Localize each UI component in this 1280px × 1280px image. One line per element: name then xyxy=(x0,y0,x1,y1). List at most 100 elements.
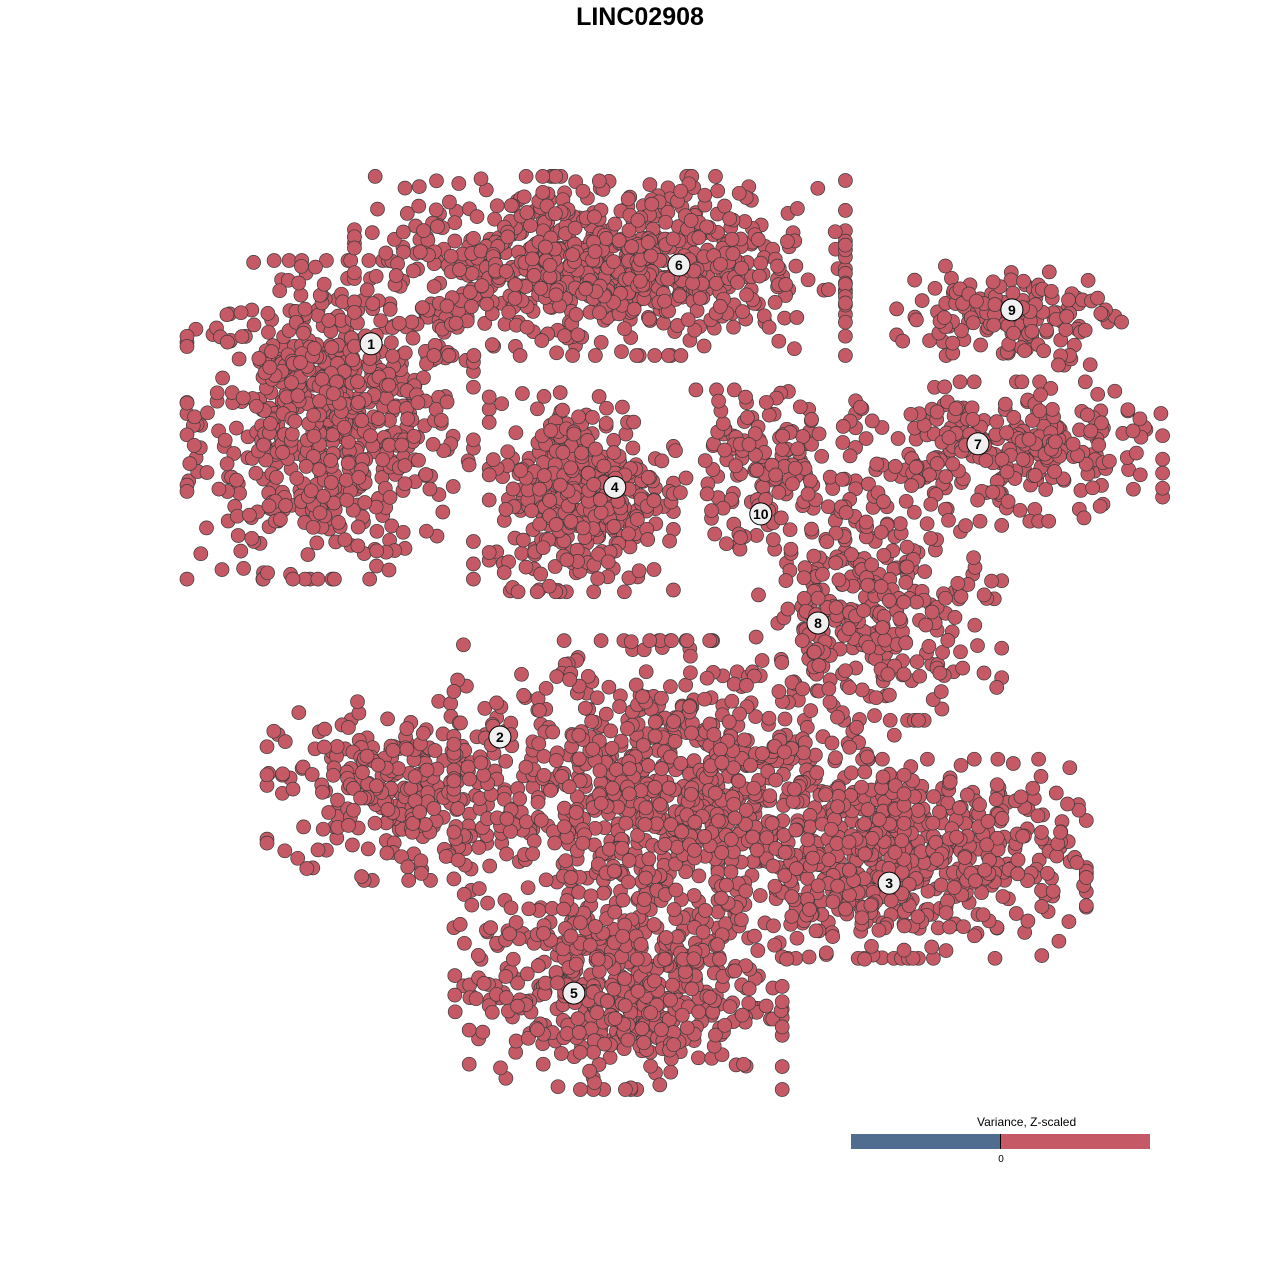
cell-point xyxy=(568,307,584,322)
cell-point xyxy=(761,407,777,423)
cell-point xyxy=(568,805,584,820)
cell-point xyxy=(787,460,803,476)
cell-point xyxy=(856,603,871,618)
cell-point xyxy=(775,428,790,444)
cell-point xyxy=(988,792,1004,807)
cell-point xyxy=(711,393,726,409)
cell-point xyxy=(864,938,879,954)
cell-point xyxy=(898,635,914,651)
cell-point xyxy=(691,230,707,245)
cell-point xyxy=(561,779,577,795)
cell-point xyxy=(587,209,602,225)
cell-point xyxy=(810,180,826,196)
cell-point xyxy=(285,571,301,587)
cell-point xyxy=(456,637,471,653)
cell-point xyxy=(838,663,853,679)
cell-point xyxy=(750,232,766,247)
cell-point xyxy=(777,845,793,860)
cell-point xyxy=(636,1035,652,1051)
cell-point xyxy=(787,781,802,797)
cell-point xyxy=(790,201,805,216)
cell-point xyxy=(804,412,819,427)
cell-point xyxy=(707,526,723,542)
cell-point xyxy=(466,230,481,246)
cell-point xyxy=(370,201,385,217)
cell-point xyxy=(327,571,342,587)
cell-point xyxy=(233,305,249,321)
cell-point xyxy=(695,924,711,940)
cell-point xyxy=(261,498,277,514)
cell-point xyxy=(873,579,889,594)
cell-point xyxy=(806,644,822,660)
cell-point xyxy=(391,315,407,331)
cell-point xyxy=(733,530,748,545)
cell-point xyxy=(379,845,395,861)
cell-point xyxy=(780,601,796,617)
cell-point xyxy=(623,634,639,650)
cell-point xyxy=(365,296,381,311)
cell-point xyxy=(345,352,360,368)
cell-point xyxy=(446,736,462,752)
cell-point xyxy=(1032,403,1048,419)
cell-point xyxy=(730,275,745,290)
cell-point xyxy=(830,709,845,725)
cell-point xyxy=(395,524,411,540)
cell-point xyxy=(1091,437,1107,453)
cell-point xyxy=(1132,411,1148,427)
cell-point xyxy=(461,1056,477,1072)
cell-point xyxy=(827,224,843,240)
cell-point xyxy=(1015,451,1031,467)
cell-point xyxy=(536,468,552,483)
cell-point xyxy=(341,818,356,833)
cell-point xyxy=(617,971,632,986)
cell-point xyxy=(557,328,572,344)
cell-point xyxy=(607,904,623,920)
cell-point xyxy=(933,877,949,893)
cell-point xyxy=(985,484,1001,500)
cell-point xyxy=(592,492,608,507)
cell-point xyxy=(736,732,752,748)
cell-point xyxy=(857,951,872,967)
cell-point xyxy=(674,1007,690,1023)
cell-point xyxy=(369,523,385,539)
cell-point xyxy=(892,516,908,531)
cell-point xyxy=(530,401,545,417)
cell-point xyxy=(485,452,501,467)
cell-point xyxy=(643,1058,658,1074)
cell-point xyxy=(882,712,898,728)
cell-point xyxy=(880,666,896,682)
cell-point xyxy=(563,928,579,944)
cell-point xyxy=(768,467,784,483)
cell-point xyxy=(792,399,808,415)
cell-point xyxy=(471,840,487,855)
cell-point xyxy=(758,998,774,1014)
cell-point xyxy=(563,514,579,529)
cell-point xyxy=(665,231,681,247)
cell-point xyxy=(838,203,853,218)
cell-point xyxy=(976,587,992,603)
cell-point xyxy=(724,231,740,247)
cell-point xyxy=(609,762,624,777)
cell-point xyxy=(686,888,702,903)
cell-point xyxy=(519,319,535,335)
cell-point xyxy=(1034,824,1049,840)
cell-point xyxy=(985,274,1001,290)
cell-point xyxy=(312,393,327,409)
cell-point xyxy=(510,998,525,1014)
cell-point xyxy=(896,918,912,934)
cell-point xyxy=(1044,283,1059,299)
cell-point xyxy=(480,895,495,911)
cell-point xyxy=(614,344,629,359)
cell-point xyxy=(475,1024,491,1040)
cell-point xyxy=(400,859,416,875)
cell-point xyxy=(563,460,579,476)
cell-point xyxy=(236,561,251,576)
cell-point xyxy=(774,994,790,1010)
cell-point xyxy=(591,173,607,189)
cell-point xyxy=(654,761,669,776)
cell-point xyxy=(381,437,397,453)
cell-point xyxy=(1051,933,1067,949)
cell-point xyxy=(219,307,235,323)
cell-point xyxy=(774,1059,790,1074)
cell-point xyxy=(1005,756,1021,771)
